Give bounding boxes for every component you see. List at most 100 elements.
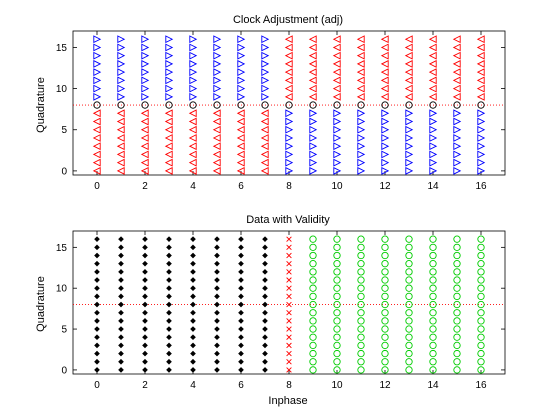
data-point-diamond	[214, 350, 220, 357]
data-point-triangle-right	[141, 35, 150, 44]
data-point-triangle-left	[212, 150, 221, 159]
data-point-circle	[381, 317, 389, 325]
data-point-diamond	[142, 285, 148, 292]
data-point-diamond	[238, 326, 244, 332]
data-point-triangle-left	[140, 142, 149, 151]
data-point-triangle-right	[453, 142, 462, 151]
data-point-diamond	[118, 236, 124, 242]
data-point-triangle-left	[188, 134, 197, 142]
data-point-circle	[405, 101, 413, 109]
data-point-diamond	[94, 367, 100, 373]
data-point-circle	[453, 251, 461, 260]
data-point-diamond	[214, 277, 220, 283]
data-point-triangle-left	[164, 166, 173, 175]
data-point-triangle-right	[477, 109, 486, 118]
data-point-triangle-right	[333, 109, 342, 118]
data-point-triangle-left	[476, 51, 485, 60]
data-point-diamond	[190, 309, 196, 316]
data-point-diamond	[94, 358, 100, 365]
data-point-diamond	[142, 293, 148, 300]
data-point-triangle-right	[165, 92, 174, 101]
data-point-triangle-right	[285, 150, 294, 159]
data-point-diamond	[118, 285, 124, 292]
data-point-circle	[405, 260, 413, 268]
data-point-diamond	[142, 301, 148, 308]
data-point-triangle-right	[333, 158, 342, 167]
data-point-circle	[381, 101, 389, 109]
x-tick-label: 0	[94, 181, 100, 192]
data-point-diamond	[142, 367, 148, 373]
data-point-triangle-left	[476, 92, 485, 101]
data-point-diamond	[190, 244, 196, 251]
data-point-diamond	[94, 244, 100, 251]
data-point-triangle-left	[308, 51, 317, 60]
data-point-triangle-left	[404, 51, 413, 60]
data-point-x	[286, 285, 292, 291]
data-point-triangle-left	[164, 150, 173, 159]
data-point-diamond	[238, 277, 244, 283]
data-point-diamond	[262, 367, 268, 373]
data-point-circle	[357, 317, 365, 325]
data-point-triangle-right	[477, 158, 486, 167]
data-point-triangle-right	[189, 59, 198, 68]
data-point-diamond	[94, 301, 100, 308]
data-point-x	[286, 236, 292, 242]
data-point-circle	[429, 366, 437, 374]
data-point-triangle-left	[404, 92, 413, 101]
data-point-diamond	[142, 277, 148, 283]
data-point-diamond	[94, 309, 100, 316]
data-point-triangle-right	[333, 142, 342, 151]
data-point-triangle-left	[116, 109, 125, 118]
data-point-circle	[405, 243, 413, 251]
data-point-triangle-left	[404, 35, 413, 44]
data-point-triangle-right	[141, 92, 150, 101]
data-point-triangle-left	[428, 84, 437, 93]
data-point-triangle-right	[405, 117, 414, 126]
data-point-triangle-right	[189, 76, 198, 85]
y-tick-label: 10	[56, 84, 68, 95]
data-point-circle	[381, 243, 389, 251]
data-point-triangle-right	[357, 142, 366, 151]
data-point-triangle-right	[93, 43, 102, 52]
data-point-triangle-left	[380, 51, 389, 60]
data-point-triangle-left	[212, 117, 221, 126]
data-point-diamond	[214, 236, 220, 242]
data-point-diamond	[262, 358, 268, 365]
data-point-triangle-right	[165, 43, 174, 52]
x-tick-label: 8	[286, 380, 292, 391]
data-point-triangle-left	[332, 76, 341, 85]
data-point-circle	[405, 292, 413, 301]
data-point-triangle-right	[93, 76, 102, 85]
data-point-diamond	[94, 269, 100, 275]
data-point-triangle-right	[333, 166, 342, 175]
data-point-diamond	[214, 318, 220, 324]
data-point-x	[286, 277, 292, 283]
data-point-circle	[429, 358, 437, 366]
data-point-triangle-left	[164, 142, 173, 151]
data-point-circle	[453, 284, 461, 292]
data-point-triangle-right	[213, 51, 222, 60]
data-point-circle	[309, 292, 317, 301]
data-point-diamond	[118, 301, 124, 308]
data-point-triangle-right	[309, 125, 318, 134]
data-point-triangle-right	[117, 68, 126, 77]
data-point-triangle-left	[140, 158, 149, 167]
data-point-triangle-right	[165, 68, 174, 77]
data-point-circle	[309, 358, 317, 366]
data-point-triangle-right	[381, 150, 390, 159]
data-point-diamond	[142, 244, 148, 251]
data-point-triangle-left	[380, 43, 389, 52]
data-point-circle	[477, 276, 485, 284]
data-point-triangle-left	[236, 150, 245, 159]
data-point-triangle-left	[476, 35, 485, 44]
data-point-triangle-left	[452, 51, 461, 60]
data-point-triangle-right	[117, 59, 126, 68]
data-point-triangle-right	[141, 59, 150, 68]
data-point-triangle-left	[116, 117, 125, 126]
x-tick-label: 4	[190, 181, 196, 192]
data-point-circle	[381, 333, 389, 341]
data-point-circle	[381, 276, 389, 284]
data-point-triangle-left	[260, 134, 269, 142]
data-point-circle	[453, 341, 461, 350]
data-point-triangle-right	[405, 109, 414, 118]
